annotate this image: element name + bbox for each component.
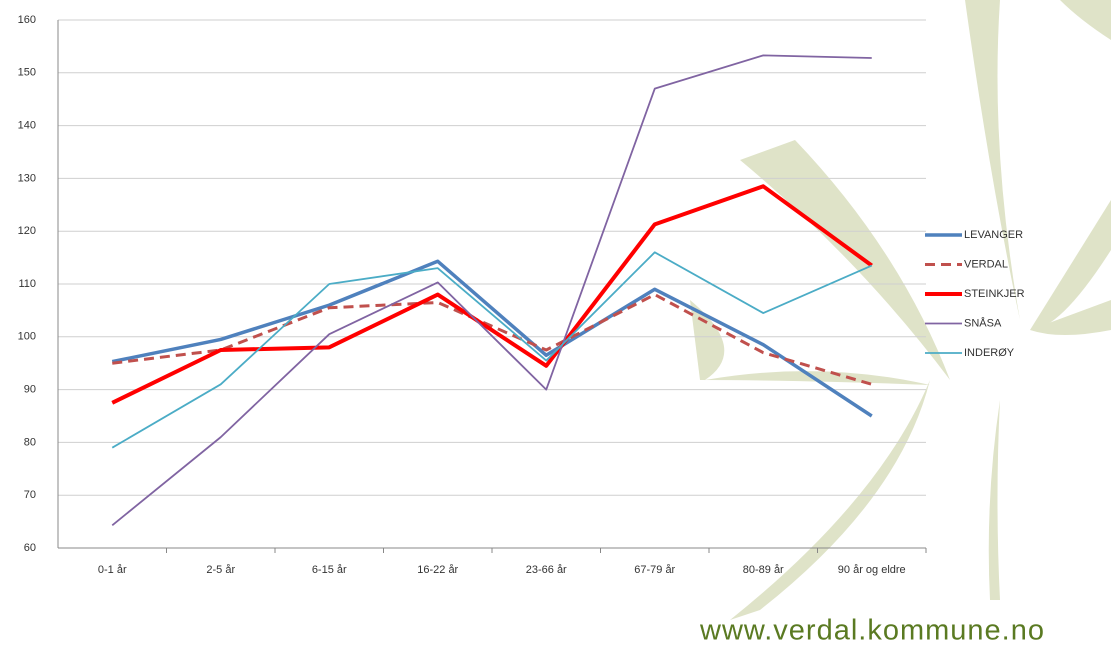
leaf [690, 300, 930, 385]
legend-label: INDERØY [964, 347, 1015, 359]
y-tick-label: 100 [18, 331, 36, 343]
x-tick-label: 80-89 år [743, 564, 784, 576]
x-tick-label: 67-79 år [634, 564, 675, 576]
leaf [1060, 0, 1111, 40]
y-tick-label: 70 [24, 489, 36, 501]
source: www.verdal.kommune.no [699, 615, 1045, 647]
y-tick-label: 140 [18, 120, 36, 132]
y-tick-label: 160 [18, 14, 36, 26]
y-tick-label: 120 [18, 225, 36, 237]
series-line [112, 261, 872, 416]
background-leaves [690, 0, 1111, 620]
x-tick-label: 23-66 år [526, 564, 567, 576]
leaf [740, 140, 950, 380]
x-tick-label: 6-15 år [312, 564, 347, 576]
x-tick-label: 16-22 år [417, 564, 458, 576]
leaf [965, 0, 1020, 320]
y-tick-label: 80 [24, 436, 36, 448]
x-tick-label: 0-1 år [98, 564, 127, 576]
x-tick-label: 2-5 år [206, 564, 235, 576]
leaf [730, 380, 930, 620]
y-tick-label: 60 [24, 542, 36, 554]
y-tick-label: 90 [24, 384, 36, 396]
y-tick-label: 130 [18, 172, 36, 184]
legend-label: VERDAL [964, 258, 1008, 270]
x-tick-label: 90 år og eldre [838, 564, 906, 576]
y-tick-label: 110 [18, 278, 36, 290]
legend-label: STEINKJER [964, 288, 1025, 300]
series-line [112, 186, 872, 402]
chart: www.verdal.kommune.no 60 70 80 90 100 110 120 1… [0, 0, 1111, 648]
legend-label: LEVANGER [964, 229, 1023, 241]
legend-label: SNÅSA [964, 316, 1002, 329]
y-tick-label: 150 [18, 67, 36, 79]
leaf [989, 400, 1000, 600]
